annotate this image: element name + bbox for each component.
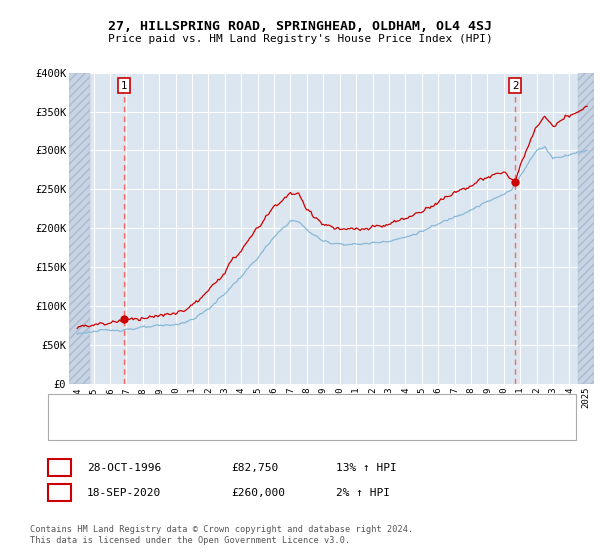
Text: 13% ↑ HPI: 13% ↑ HPI <box>336 463 397 473</box>
Text: HPI: Average price, detached house, Oldham: HPI: Average price, detached house, Oldh… <box>96 422 359 432</box>
Text: 2% ↑ HPI: 2% ↑ HPI <box>336 488 390 498</box>
Text: £82,750: £82,750 <box>231 463 278 473</box>
Text: 1: 1 <box>56 463 63 473</box>
Text: 27, HILLSPRING ROAD, SPRINGHEAD, OLDHAM, OL4 4SJ: 27, HILLSPRING ROAD, SPRINGHEAD, OLDHAM,… <box>108 20 492 32</box>
Bar <box>578 73 594 384</box>
Text: 18-SEP-2020: 18-SEP-2020 <box>87 488 161 498</box>
Bar <box>69 73 89 384</box>
Text: Contains HM Land Registry data © Crown copyright and database right 2024.
This d: Contains HM Land Registry data © Crown c… <box>30 525 413 545</box>
Text: £260,000: £260,000 <box>231 488 285 498</box>
Text: 2: 2 <box>512 81 519 91</box>
Text: 28-OCT-1996: 28-OCT-1996 <box>87 463 161 473</box>
Text: 27, HILLSPRING ROAD, SPRINGHEAD, OLDHAM, OL4 4SJ (detached house): 27, HILLSPRING ROAD, SPRINGHEAD, OLDHAM,… <box>96 402 502 412</box>
Text: 2: 2 <box>56 488 63 498</box>
Text: 1: 1 <box>121 81 127 91</box>
Text: Price paid vs. HM Land Registry's House Price Index (HPI): Price paid vs. HM Land Registry's House … <box>107 34 493 44</box>
